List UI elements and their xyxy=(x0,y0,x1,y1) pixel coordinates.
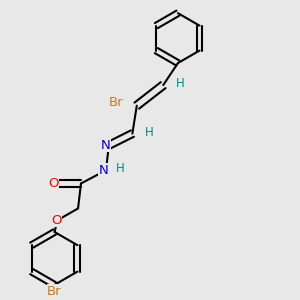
Text: H: H xyxy=(116,162,125,175)
Text: N: N xyxy=(99,164,109,177)
Text: H: H xyxy=(176,77,184,90)
Text: O: O xyxy=(48,177,58,190)
Text: N: N xyxy=(101,139,111,152)
Text: Br: Br xyxy=(47,285,62,298)
Text: Br: Br xyxy=(109,96,124,109)
Text: H: H xyxy=(145,126,154,139)
Text: O: O xyxy=(51,214,61,227)
